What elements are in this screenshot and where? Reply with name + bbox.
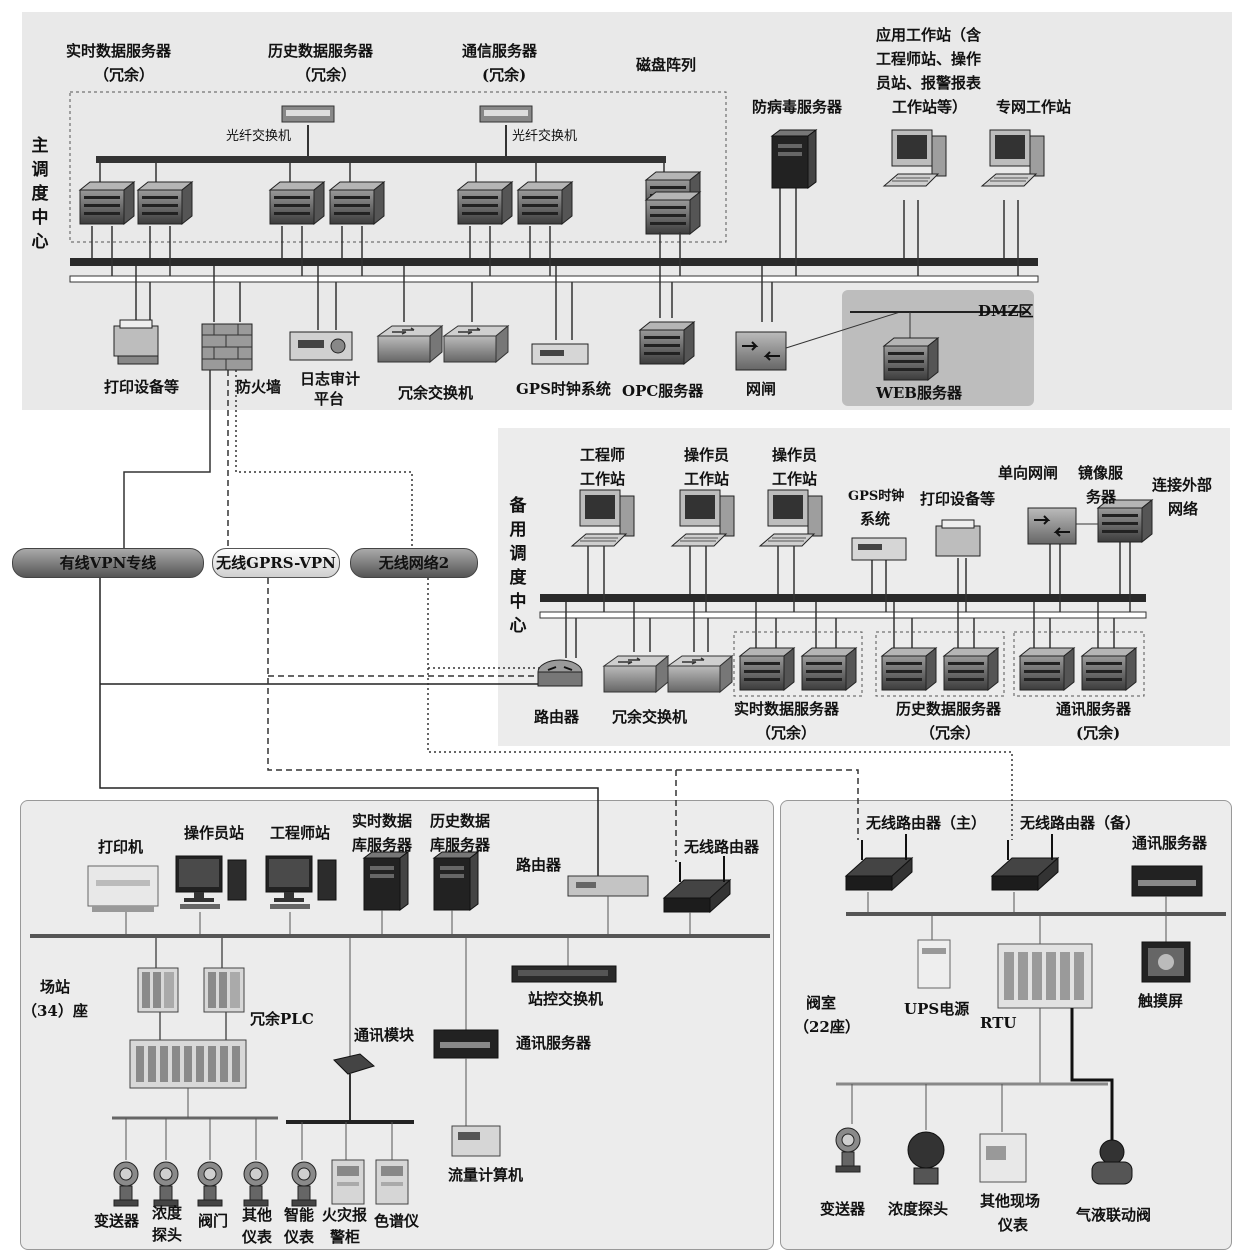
log-audit-label-2: 平台: [314, 390, 345, 408]
backup-eng-ws-label-2: 工作站: [580, 470, 626, 488]
station-rt-db-label-1: 实时数据: [352, 812, 413, 830]
rtu-label: RTU: [980, 1014, 1017, 1032]
backup-comm-server-label: 通讯服务器: [1056, 700, 1132, 718]
other-inst-label-1: 其他: [242, 1206, 273, 1224]
station-eng-ws-label: 工程师站: [270, 824, 331, 842]
station-title-1: 场站: [40, 978, 71, 996]
station-comm-server-label: 通讯服务器: [516, 1034, 592, 1052]
station-router-label: 路由器: [516, 856, 562, 874]
backup-hist-server-label: 历史数据服务器: [896, 700, 1002, 718]
backup-op-ws-a-label-1: 操作员: [684, 446, 730, 464]
backup-hist-server-sub-label: （冗余）: [920, 724, 981, 742]
gatekeeper-label: 网闸: [746, 380, 777, 398]
flow-computer-label: 流量计算机: [448, 1166, 524, 1184]
mirror-server-label-2: 务器: [1086, 488, 1117, 506]
touch-screen-label: 触摸屏: [1138, 992, 1184, 1010]
backup-gps-label-1: GPS时钟: [848, 489, 905, 504]
gprs-vpn-pill: 无线GPRS-VPN: [212, 548, 340, 578]
fiber-switch-1-label: 光纤交换机: [226, 129, 292, 144]
backup-printer-label: 打印设备等: [920, 490, 996, 508]
station-switch-label: 站控交换机: [528, 990, 604, 1008]
other-field-label-1: 其他现场: [980, 1192, 1041, 1210]
comm-server-label: 通信服务器: [462, 42, 538, 60]
gps-label: GPS时钟系统: [516, 380, 611, 398]
main-printer-label: 打印设备等: [104, 378, 180, 396]
valve-comm-server-label: 通讯服务器: [1132, 834, 1208, 852]
valve-room-title-1: 阀室: [806, 994, 837, 1012]
external-network-label-1: 连接外部: [1152, 476, 1213, 494]
conc-probe-label-1: 浓度: [152, 1204, 183, 1222]
station-title-2: （34）座: [22, 1002, 88, 1020]
main-redundant-switch-label: 冗余交换机: [398, 384, 474, 402]
station-op-ws-label: 操作员站: [184, 824, 245, 842]
web-server-label: WEB服务器: [876, 384, 962, 402]
valve-room-title-2: （22座）: [794, 1018, 860, 1036]
wireless-backup-label: 无线路由器（备）: [1020, 814, 1141, 832]
external-network-label-2: 网络: [1168, 500, 1199, 518]
backup-redundant-switch-label: 冗余交换机: [612, 708, 688, 726]
station-hist-db-label-1: 历史数据: [430, 812, 491, 830]
redundant-plc-label: 冗余PLC: [250, 1010, 314, 1028]
ups-label: UPS电源: [904, 1000, 970, 1018]
smart-inst-label-2: 仪表: [284, 1228, 315, 1246]
hist-server-sub-label: （冗余）: [296, 66, 357, 84]
smart-inst-label-1: 智能: [284, 1206, 315, 1224]
backup-comm-server-sub-label: (冗余): [1076, 724, 1121, 742]
private-ws-label: 专网工作站: [996, 98, 1072, 116]
antivirus-label: 防病毒服务器: [752, 98, 843, 116]
backup-router-label: 路由器: [534, 708, 580, 726]
main-center-title: 主调度中心: [31, 136, 49, 252]
fire-alarm-label-1: 火灾报: [322, 1206, 368, 1224]
disk-array-label: 磁盘阵列: [636, 56, 697, 74]
station-transmitter-label: 变送器: [94, 1212, 140, 1230]
valve-transmitter-label: 变送器: [820, 1200, 866, 1218]
gas-liquid-valve-label: 气液联动阀: [1076, 1206, 1152, 1224]
app-ws-label-1: 应用工作站（含: [876, 26, 982, 44]
wireless-2-pill: 无线网络2: [350, 548, 478, 578]
backup-rt-server-sub-label: （冗余）: [756, 724, 817, 742]
wireless-main-label: 无线路由器（主）: [866, 814, 987, 832]
fire-alarm-label-2: 警柜: [330, 1228, 361, 1246]
log-audit-label-1: 日志审计: [300, 370, 361, 388]
opc-label: OPC服务器: [622, 382, 704, 400]
backup-op-ws-b-label-1: 操作员: [772, 446, 818, 464]
other-field-label-2: 仪表: [998, 1216, 1029, 1234]
station-hist-db-label-2: 库服务器: [430, 836, 491, 854]
app-ws-label-4: 工作站等）: [892, 98, 968, 116]
backup-op-ws-a-label-2: 工作站: [684, 470, 730, 488]
gatekeeper-icon: [735, 331, 787, 371]
firewall-label: 防火墙: [236, 378, 282, 396]
hist-server-label: 历史数据服务器: [268, 42, 374, 60]
mirror-server-label-1: 镜像服: [1078, 464, 1124, 482]
backup-op-ws-b-label-2: 工作站: [772, 470, 818, 488]
other-inst-label-2: 仪表: [242, 1228, 273, 1246]
one-way-gate-label: 单向网闸: [998, 464, 1059, 482]
backup-gps-label-2: 系统: [860, 510, 891, 528]
valve-label: 阀门: [198, 1212, 229, 1230]
backup-rt-server-label: 实时数据服务器: [734, 700, 840, 718]
comm-server-sub-label: (冗余): [482, 66, 527, 84]
station-rt-db-label-2: 库服务器: [352, 836, 413, 854]
wired-vpn-pill: 有线VPN专线: [12, 548, 204, 578]
rt-server-label: 实时数据服务器: [66, 42, 172, 60]
backup-center-title: 备用调度中心: [509, 496, 527, 636]
app-ws-label-3: 员站、报警报表: [876, 74, 982, 92]
valve-conc-probe-label: 浓度探头: [888, 1200, 949, 1218]
firewall-icon: [201, 323, 253, 371]
backup-dispatch-center-panel: [498, 428, 1230, 746]
app-ws-label-2: 工程师站、操作: [876, 50, 982, 68]
backup-eng-ws-label-1: 工程师: [580, 446, 626, 464]
fiber-switch-2-label: 光纤交换机: [512, 129, 578, 144]
dmz-label: DMZ区: [978, 302, 1034, 320]
rt-server-sub-label: （冗余）: [94, 66, 155, 84]
chromatograph-label: 色谱仪: [374, 1212, 420, 1230]
conc-probe-label-2: 探头: [152, 1226, 183, 1244]
station-printer-label: 打印机: [98, 838, 144, 856]
comm-module-label: 通讯模块: [354, 1026, 415, 1044]
station-wireless-router-label: 无线路由器: [684, 838, 760, 856]
